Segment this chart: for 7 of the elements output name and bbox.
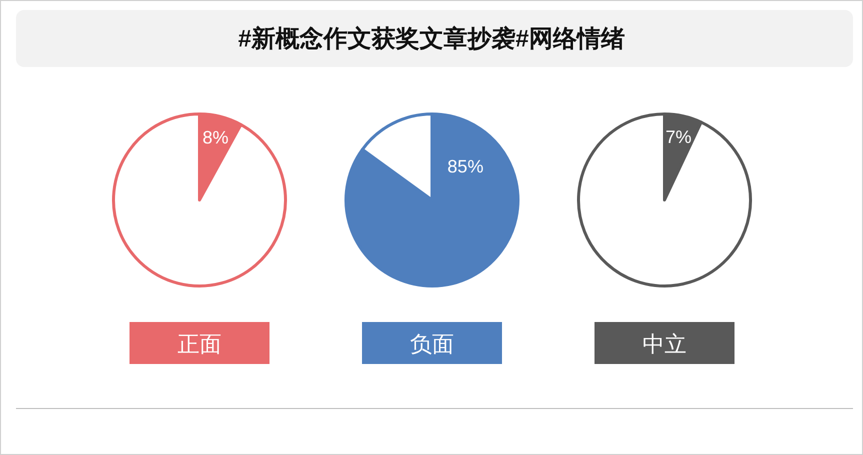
text: 正面 [178, 332, 222, 356]
text: 中立 [642, 332, 686, 356]
data-label: 7% [666, 127, 692, 148]
data-label: 8% [202, 128, 229, 148]
data-label: 85% [447, 156, 484, 177]
text: #新概念作文获奖文章抄袭#网络情绪 [238, 26, 625, 52]
text: 负面 [410, 332, 454, 356]
